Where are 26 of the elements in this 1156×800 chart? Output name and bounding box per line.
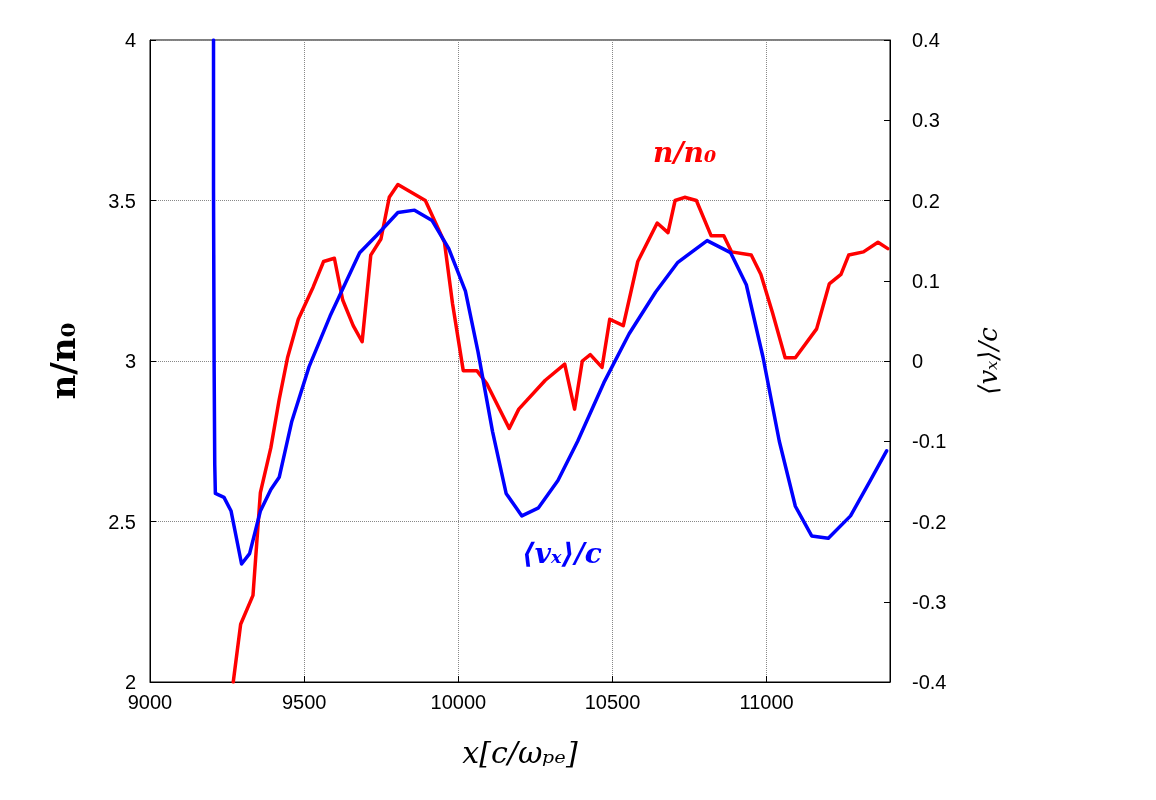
series-label: ⟨vₓ⟩/c — [522, 537, 602, 571]
y-tick-label: 3 — [124, 350, 136, 372]
y-tick-label: 3.5 — [108, 189, 136, 212]
line-series — [211, 38, 889, 566]
y2-tick-label: -0.3 — [912, 590, 947, 613]
x-tick-label: 11000 — [739, 691, 794, 713]
y2-tick-label: -0.1 — [912, 430, 947, 453]
y-tick-label: 2 — [124, 671, 136, 693]
y2-tick-label: -0.2 — [912, 510, 947, 533]
y-axis-title: n/n₀ — [43, 322, 83, 400]
y2-tick-label: 0.1 — [912, 269, 940, 292]
x-tick-label: 10000 — [430, 691, 487, 713]
y2-tick-label: -0.4 — [912, 671, 947, 693]
y-tick-label: 2.5 — [108, 510, 136, 533]
y2-tick-label: 0.4 — [912, 29, 940, 51]
series-label: n/n₀ — [653, 135, 717, 169]
y2-tick-label: 0 — [912, 350, 924, 372]
y2-axis-title: ⟨vₓ⟩/c — [973, 326, 1003, 395]
y2-tick-label: 0.2 — [912, 189, 940, 212]
x-tick-label: 9500 — [281, 691, 327, 713]
x-axis-title: x[c/ωₚₑ] — [462, 734, 578, 770]
line-series — [231, 182, 890, 684]
y2-tick-label: 0.3 — [912, 109, 940, 132]
y-tick-label: 4 — [124, 29, 136, 51]
x-tick-label: 10500 — [584, 691, 641, 713]
x-tick-label: 9000 — [127, 691, 173, 713]
